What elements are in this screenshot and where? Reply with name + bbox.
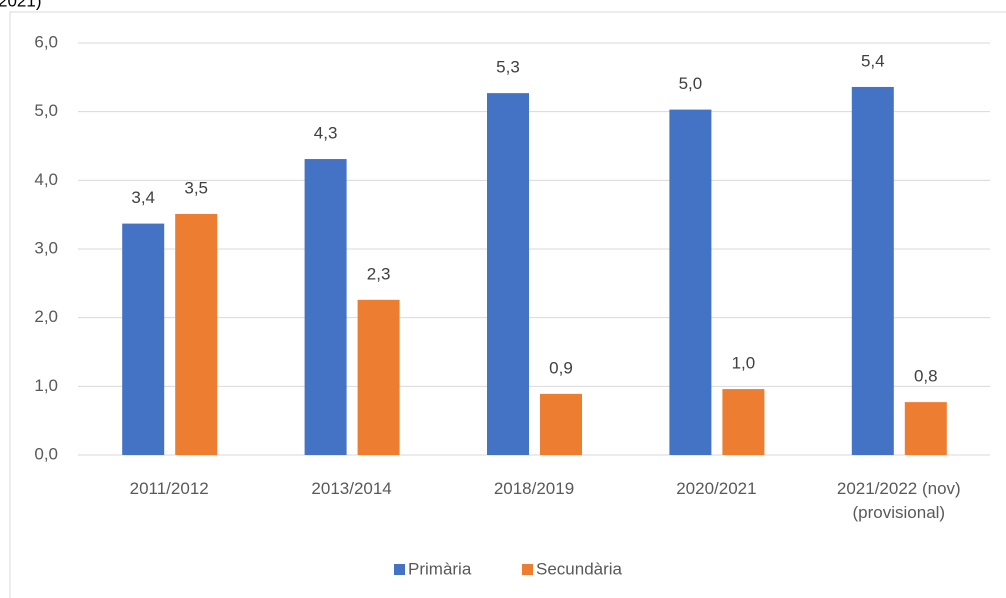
bar	[487, 93, 529, 456]
y-tick-label: 6,0	[34, 32, 58, 51]
bar	[904, 402, 947, 455]
data-label: 1,0	[732, 354, 756, 373]
legend-swatch	[394, 564, 405, 575]
data-label: 3,5	[184, 178, 208, 197]
data-label: 5,3	[496, 58, 520, 77]
bar	[357, 299, 400, 455]
legend-label: Secundària	[536, 559, 623, 578]
bar	[540, 393, 582, 455]
bar	[722, 389, 765, 455]
x-tick-label: 2013/2014	[311, 479, 392, 498]
legend-swatch	[522, 564, 533, 575]
data-label: 4,3	[314, 124, 338, 143]
x-tick-label: 2020/2021	[676, 479, 757, 498]
x-tick-label: 2011/2012	[129, 479, 209, 498]
bar	[669, 109, 712, 456]
data-label: 5,4	[861, 51, 885, 70]
chart-frame	[9, 11, 1006, 598]
data-label: 2,3	[367, 264, 391, 283]
y-tick-label: 4,0	[34, 170, 58, 189]
data-label: 5,0	[679, 74, 703, 93]
x-tick-label: 2018/2019	[493, 479, 575, 498]
data-label: 0,9	[549, 358, 573, 377]
x-tick-label: 2021/2022 (nov) (provisional)	[836, 479, 961, 522]
y-tick-label: 0,0	[34, 444, 58, 463]
y-tick-label: 5,0	[34, 101, 58, 120]
bar	[122, 223, 165, 455]
bar	[175, 213, 218, 455]
legend-label: Primària	[408, 559, 472, 578]
bar	[304, 159, 347, 455]
chart-title: 2021)	[0, 0, 41, 10]
y-tick-label: 1,0	[34, 376, 58, 395]
y-tick-label: 2,0	[34, 307, 58, 326]
bar	[851, 86, 894, 456]
data-label: 0,8	[914, 367, 938, 386]
data-label: 3,4	[131, 188, 155, 207]
y-tick-label: 3,0	[34, 238, 58, 257]
